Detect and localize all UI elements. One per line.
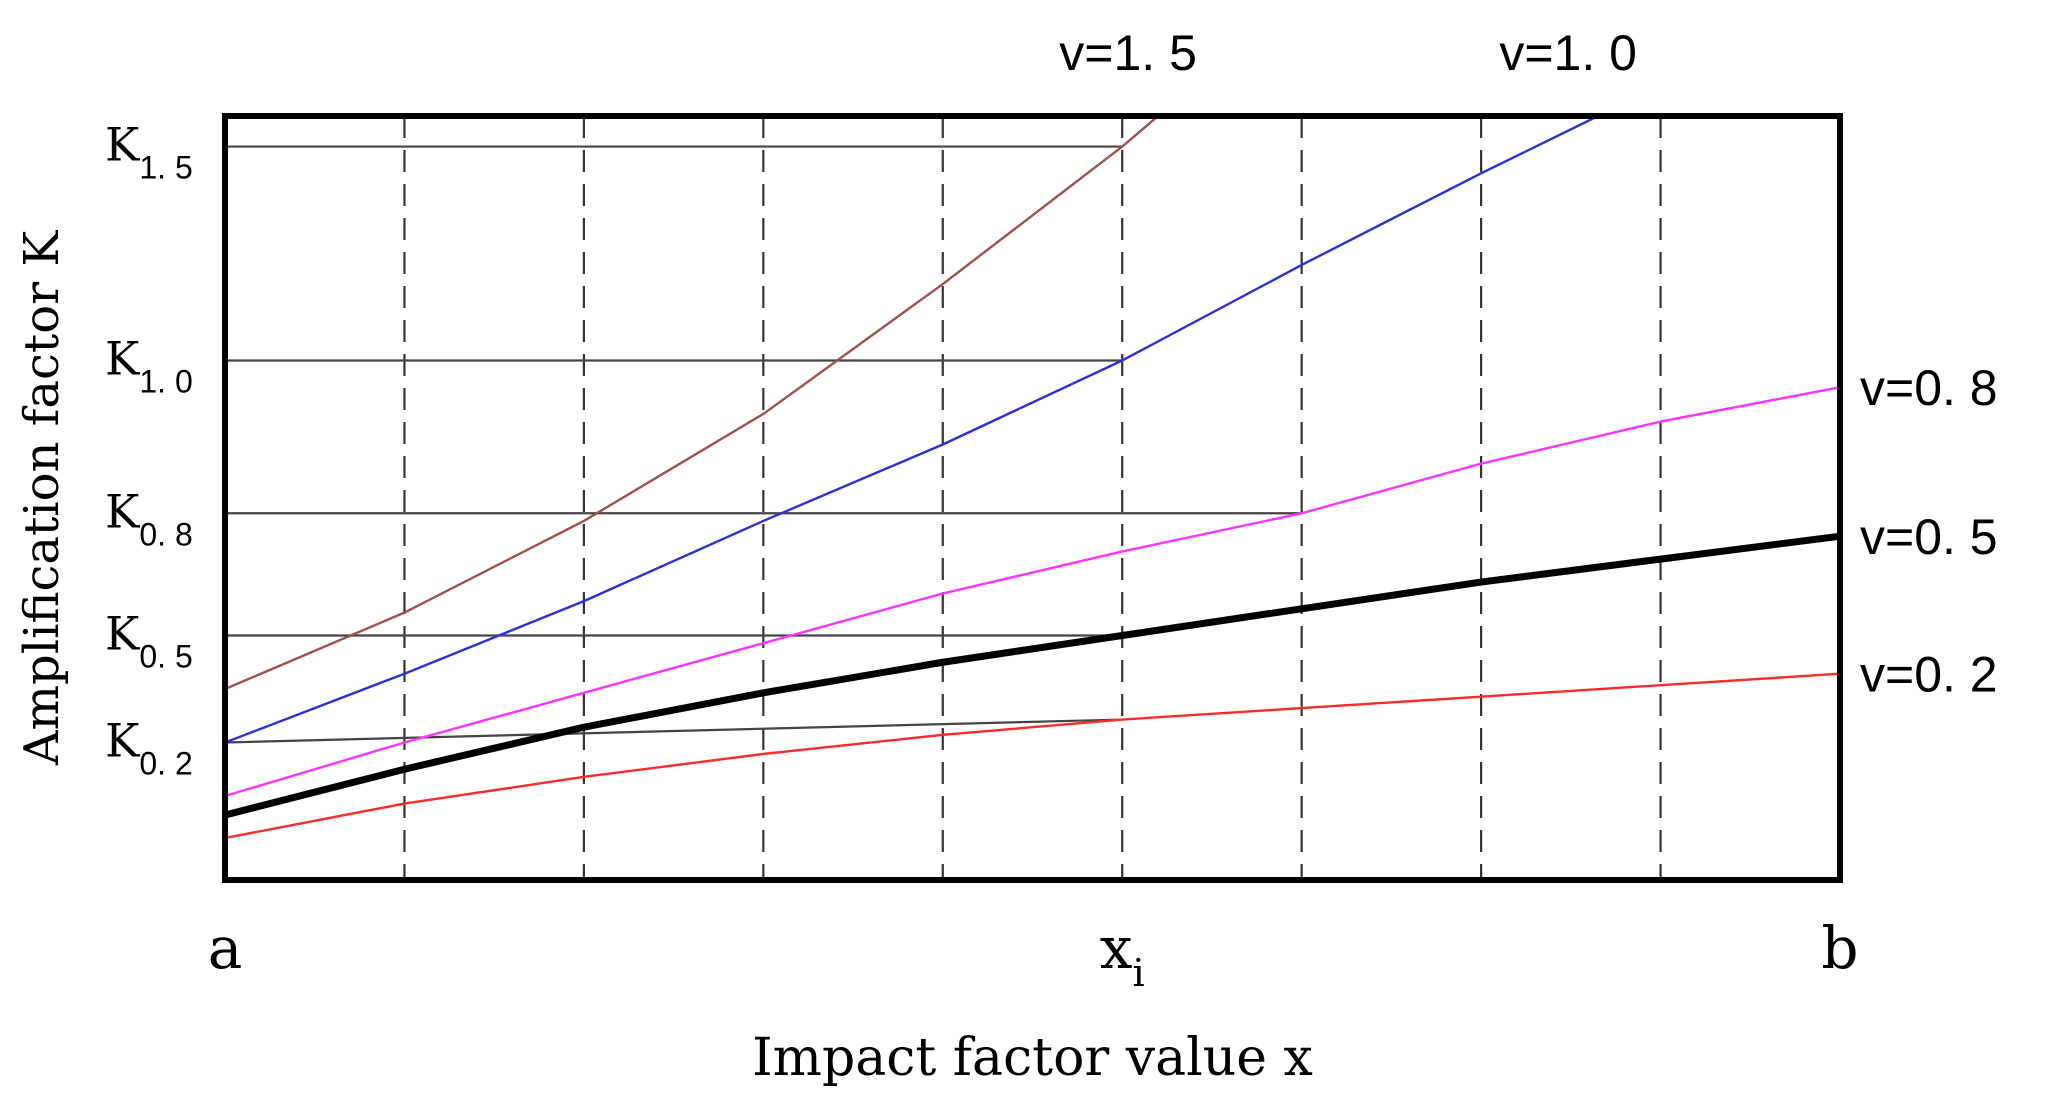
plot-frame: [222, 113, 1843, 883]
series-label-3: v=0. 8: [1860, 360, 1998, 416]
y-tick-label-2: K1. 0: [105, 331, 193, 399]
series-line-v-0-2: [225, 672, 1840, 840]
y-axis-title: Amplification factor K: [14, 230, 70, 766]
reference-line-5: [224, 718, 1123, 744]
series-labels: v=1. 5 v=1. 0 v=0. 8 v=0. 5 v=0. 2: [1059, 25, 1997, 703]
grid-layer: [403, 116, 1662, 880]
x-axis-title: Impact factor value x: [752, 1028, 1313, 1088]
series-line-v-1-5: [225, 116, 1159, 691]
y-tick-label-4: K0. 5: [105, 607, 193, 675]
y-tick-label-1: K1. 5: [105, 118, 193, 186]
y-tick-label-3: K0. 8: [105, 484, 193, 552]
y-tick-labels: K1. 5 K1. 0 K0. 8 K0. 5 K0. 2: [105, 118, 193, 782]
x-tick-label-3: b: [1821, 914, 1858, 982]
x-tick-label-2: xi: [1100, 914, 1145, 995]
series-line-v-0-5: [225, 532, 1840, 819]
reference-lines: [224, 145, 1302, 744]
x-tick-label-1: a: [208, 914, 243, 982]
x-tick-labels: a xi b: [208, 914, 1859, 995]
series-label-5: v=0. 2: [1860, 647, 1998, 703]
series-line-v-1-0: [225, 116, 1796, 744]
series-label-4: v=0. 5: [1860, 509, 1998, 565]
series-layer: [225, 116, 1840, 840]
y-tick-label-5: K0. 2: [105, 713, 193, 781]
series-line-v-0-8: [225, 386, 1840, 798]
series-label-1: v=1. 5: [1059, 25, 1197, 81]
series-label-2: v=1. 0: [1499, 25, 1637, 81]
